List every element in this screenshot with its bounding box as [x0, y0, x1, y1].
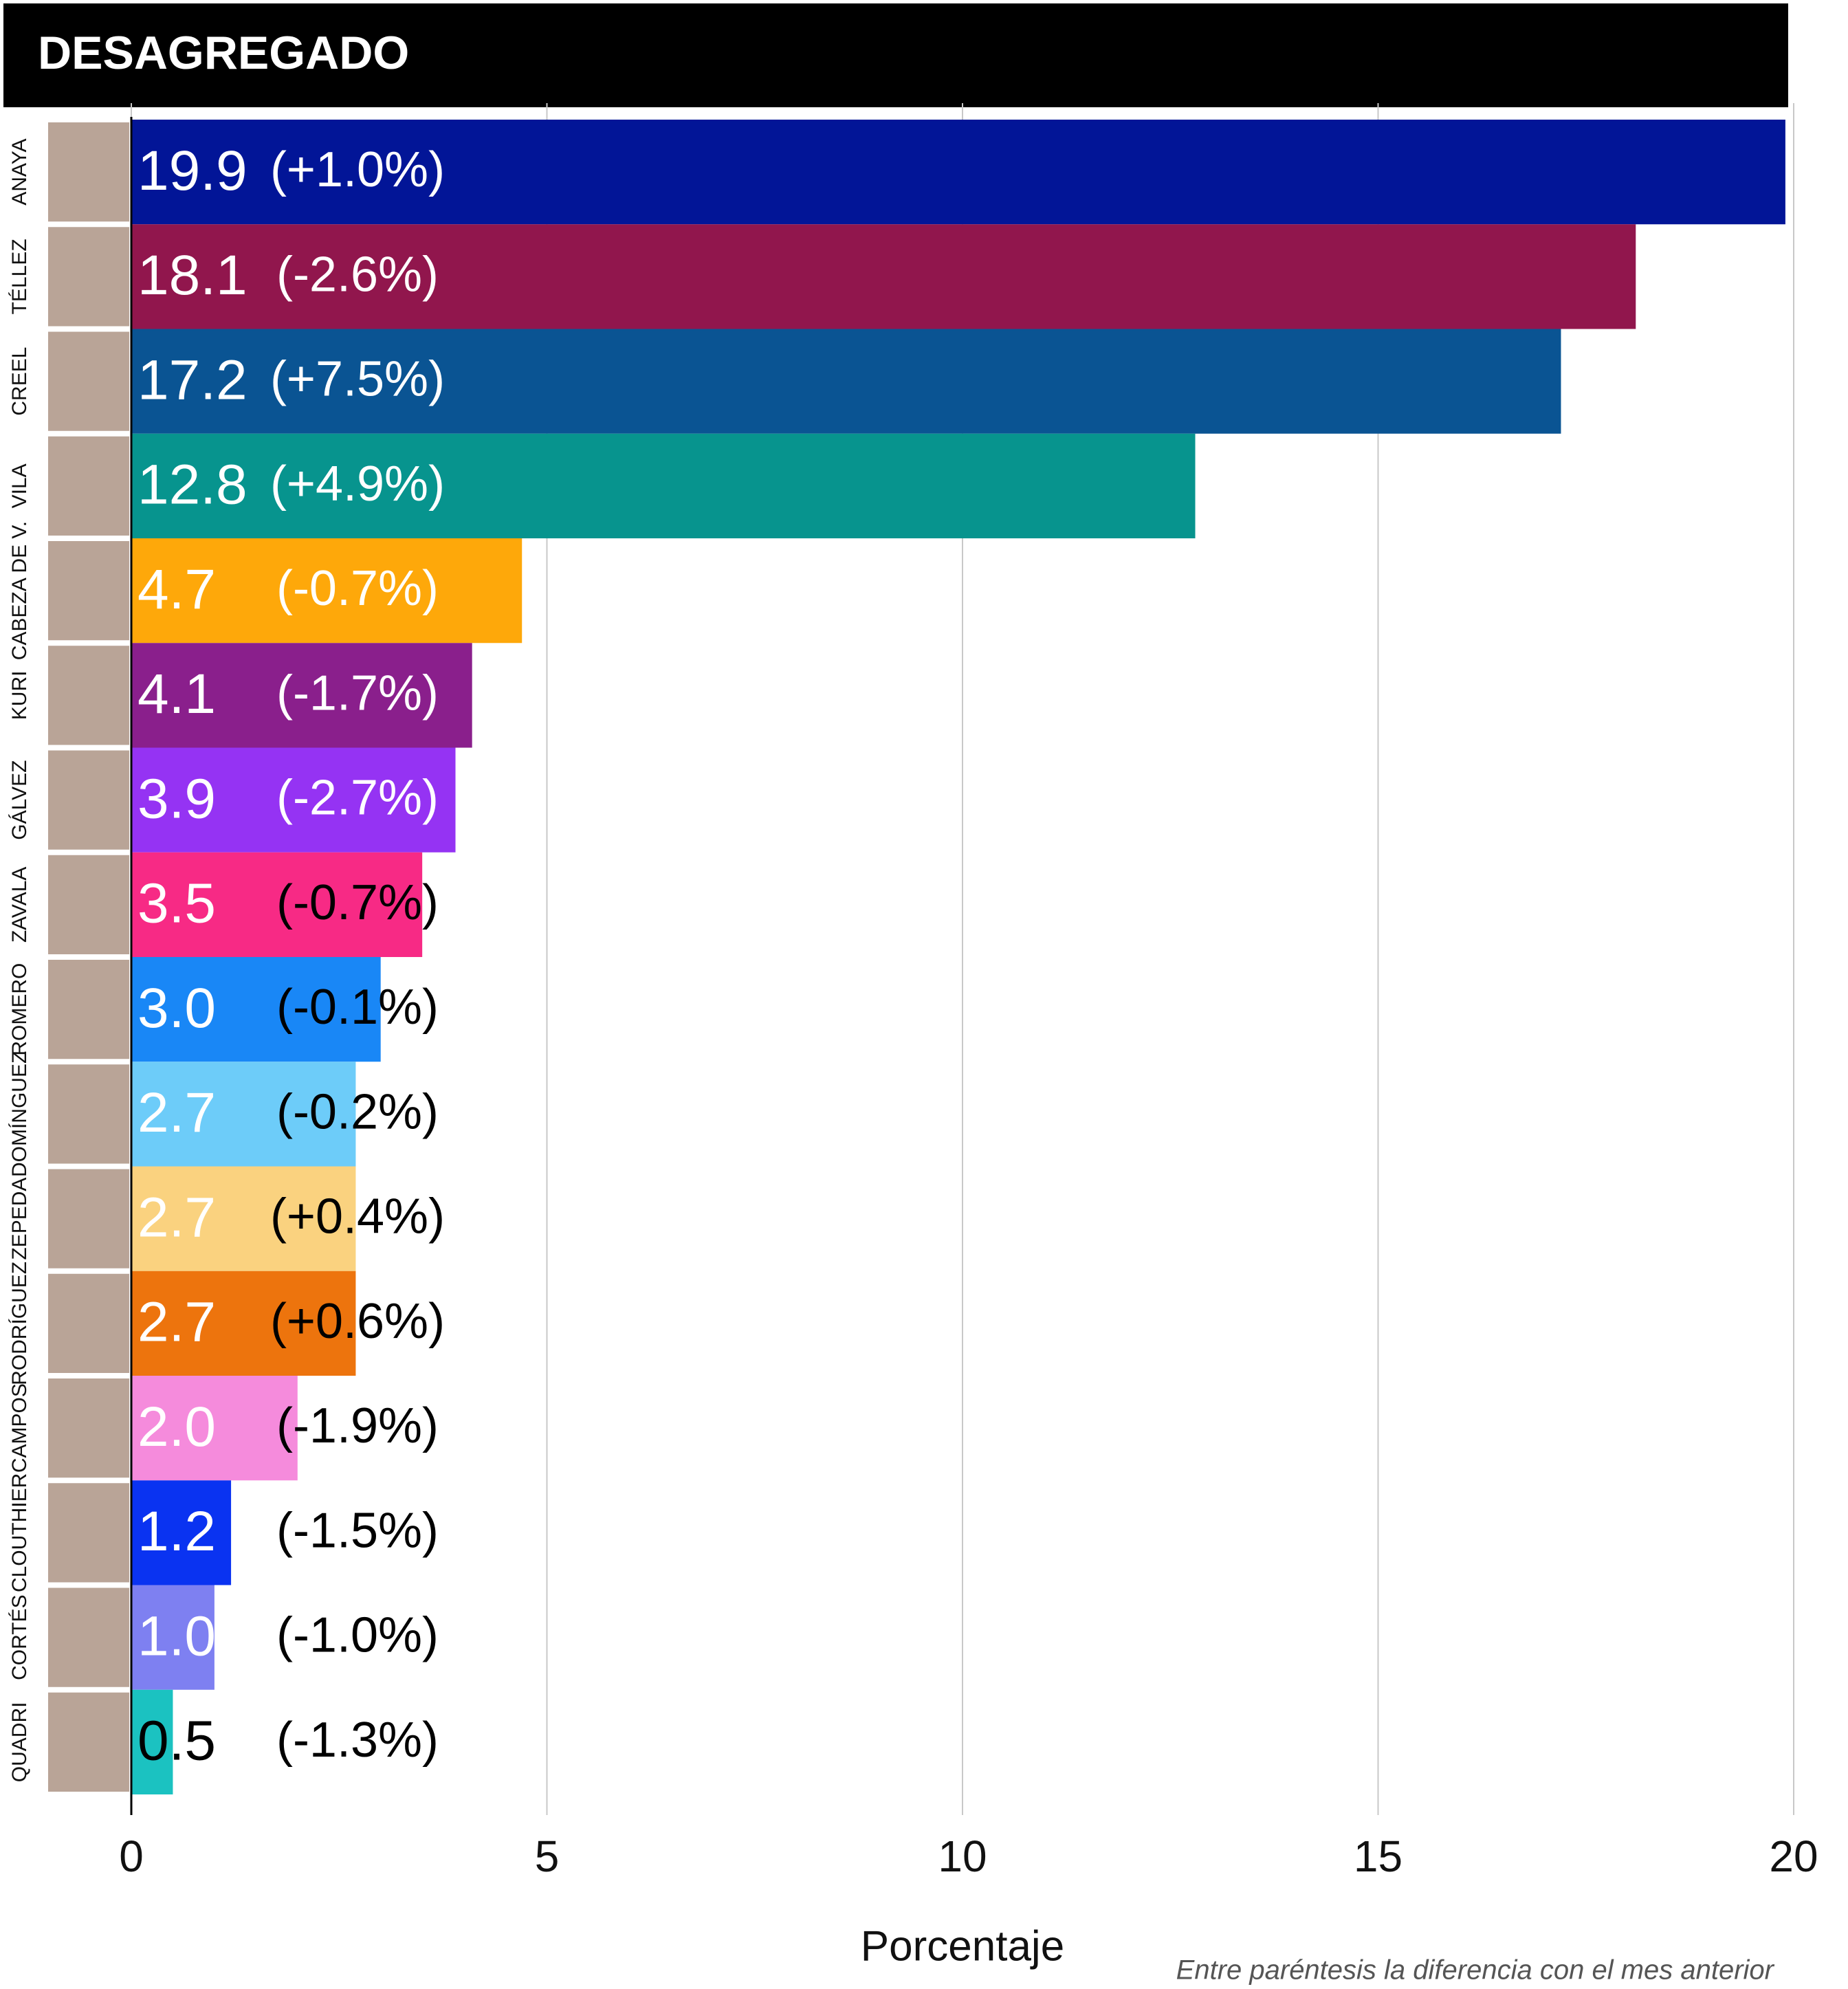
- value-label: 19.9: [138, 140, 248, 202]
- x-tick-label: 20: [1769, 1832, 1818, 1881]
- value-label: 0.5: [138, 1710, 216, 1772]
- value-label: 2.0: [138, 1396, 216, 1458]
- change-label: (-0.2%): [276, 1084, 439, 1139]
- value-label: 17.2: [138, 349, 248, 411]
- bar: [131, 747, 456, 853]
- photo: [48, 541, 129, 641]
- photo: [48, 855, 129, 954]
- category-label: CORTÉS: [8, 1594, 31, 1680]
- x-axis-label: Porcentaje: [861, 1922, 1064, 1970]
- category-label: ZEPEDA: [8, 1178, 31, 1260]
- change-label: (+0.6%): [270, 1294, 445, 1349]
- change-label: (+0.4%): [270, 1189, 445, 1244]
- value-label: 2.7: [138, 1081, 216, 1144]
- bar: [131, 120, 1785, 225]
- category-label: CLOUTHIER: [8, 1473, 31, 1592]
- x-tick-label: 5: [535, 1832, 560, 1881]
- note: Entre paréntesis la diferencia con el me…: [1176, 1955, 1775, 1986]
- category-label: DOMÍNGUEZ: [8, 1051, 31, 1177]
- value-label: 1.0: [138, 1605, 216, 1667]
- value-label: 4.1: [138, 663, 216, 725]
- value-label: 1.2: [138, 1500, 216, 1563]
- change-label: (-0.7%): [276, 875, 439, 930]
- photo: [48, 436, 129, 536]
- bar: [131, 1689, 173, 1794]
- value-label: 2.7: [138, 1291, 216, 1354]
- photo: [48, 1587, 129, 1687]
- bar: [131, 1376, 298, 1481]
- bar: [131, 957, 381, 1062]
- photo: [48, 1378, 129, 1478]
- bar: [131, 329, 1561, 434]
- photo: [48, 1692, 129, 1792]
- change-label: (+4.9%): [270, 457, 445, 512]
- category-label: TÉLLEZ: [8, 239, 31, 314]
- value-label: 3.5: [138, 872, 216, 935]
- value-label: 3.0: [138, 977, 216, 1040]
- change-label: (-1.7%): [276, 666, 439, 721]
- change-label: (-2.7%): [276, 771, 439, 826]
- bar: [131, 1062, 356, 1167]
- bar: [131, 1480, 232, 1585]
- bar: [131, 433, 1196, 538]
- change-label: (-0.1%): [276, 980, 439, 1035]
- category-label: KURI: [8, 671, 31, 721]
- photo: [48, 122, 129, 222]
- change-label: (-2.6%): [276, 247, 439, 302]
- photo: [48, 1064, 129, 1164]
- category-label: QUADRI: [8, 1702, 31, 1783]
- value-label: 4.7: [138, 558, 216, 621]
- change-label: (-1.0%): [276, 1608, 439, 1663]
- category-label: ROMERO: [8, 963, 31, 1056]
- category-label: CABEZA DE V.: [8, 521, 31, 660]
- x-tick-label: 10: [938, 1832, 987, 1881]
- category-label: CREEL: [8, 347, 31, 416]
- category-label: ZAVALA: [8, 867, 31, 943]
- bar: [131, 224, 1636, 329]
- x-tick-label: 0: [119, 1832, 144, 1881]
- header-bar: [3, 3, 1788, 107]
- value-label: 18.1: [138, 244, 248, 307]
- bar: [131, 643, 472, 748]
- photo: [48, 646, 129, 745]
- change-label: (-1.3%): [276, 1713, 439, 1768]
- bar: [131, 1166, 356, 1271]
- bar: [131, 538, 522, 644]
- change-label: (+7.5%): [270, 352, 445, 407]
- category-label: VILA: [8, 463, 31, 508]
- category-label: GÁLVEZ: [8, 760, 31, 840]
- bar: [131, 852, 423, 957]
- change-label: (-0.7%): [276, 561, 439, 616]
- change-label: (-1.9%): [276, 1398, 439, 1453]
- category-label: ANAYA: [8, 138, 31, 205]
- photo: [48, 1483, 129, 1583]
- bar: [131, 1585, 214, 1690]
- photo: [48, 960, 129, 1059]
- photo: [48, 750, 129, 850]
- change-label: (-1.5%): [276, 1503, 439, 1558]
- photo: [48, 1273, 129, 1373]
- value-label: 2.7: [138, 1186, 216, 1249]
- x-tick-label: 15: [1354, 1832, 1402, 1881]
- value-label: 12.8: [138, 454, 248, 516]
- photo: [48, 331, 129, 431]
- photo: [48, 1169, 129, 1268]
- bar: [131, 1271, 356, 1376]
- photo: [48, 227, 129, 327]
- change-label: (+1.0%): [270, 142, 445, 197]
- value-label: 3.9: [138, 767, 216, 830]
- category-label: CAMPOS: [8, 1383, 31, 1473]
- category-label: RODRÍGUEZ: [8, 1262, 31, 1385]
- chart-title: DESAGREGADO: [38, 27, 409, 79]
